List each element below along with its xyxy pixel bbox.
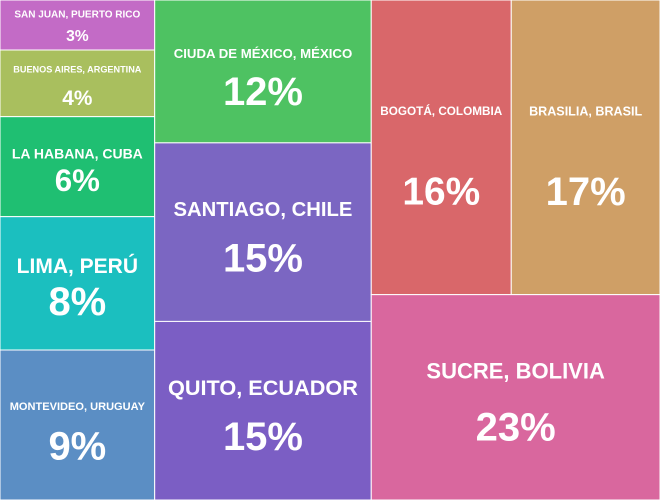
cell-value: 16% (402, 171, 480, 214)
cell-label: SAN JUAN, PUERTO RICO (14, 10, 140, 21)
cell-label: CIUDA DE MÉXICO, MÉXICO (174, 46, 353, 61)
treemap-cell (0, 349, 156, 500)
cell-label: BRASILIA, BRASIL (529, 104, 642, 118)
cell-value: 15% (223, 236, 303, 280)
cell-value: 23% (476, 406, 556, 450)
cell-value: 12% (223, 70, 303, 114)
cell-value: 4% (62, 87, 92, 110)
treemap-cell (370, 0, 512, 296)
cell-value: 3% (66, 28, 89, 45)
cell-label: MONTEVIDEO, URUGUAY (10, 401, 146, 413)
treemap-cell (510, 0, 660, 296)
cell-value: 17% (546, 170, 626, 214)
treemap-cell (154, 320, 372, 500)
treemap-cell (370, 294, 660, 500)
treemap-cell (0, 216, 156, 351)
cell-value: 9% (48, 425, 106, 469)
cell-label: LA HABANA, CUBA (12, 145, 143, 161)
cell-value: 6% (55, 163, 100, 198)
cell-value: 8% (48, 280, 106, 324)
cell-label: SUCRE, BOLIVIA (426, 358, 605, 383)
cell-label: LIMA, PERÚ (17, 254, 138, 278)
treemap-cell (154, 142, 372, 322)
cell-label: QUITO, ECUADOR (168, 375, 358, 400)
cell-label: BUENOS AIRES, ARGENTINA (13, 64, 142, 74)
cell-value: 15% (223, 415, 303, 459)
treemap-cell (0, 116, 156, 218)
cell-label: BOGOTÁ, COLOMBIA (380, 105, 502, 118)
cell-label: SANTIAGO, CHILE (174, 199, 353, 221)
treemap-cell (0, 49, 156, 118)
